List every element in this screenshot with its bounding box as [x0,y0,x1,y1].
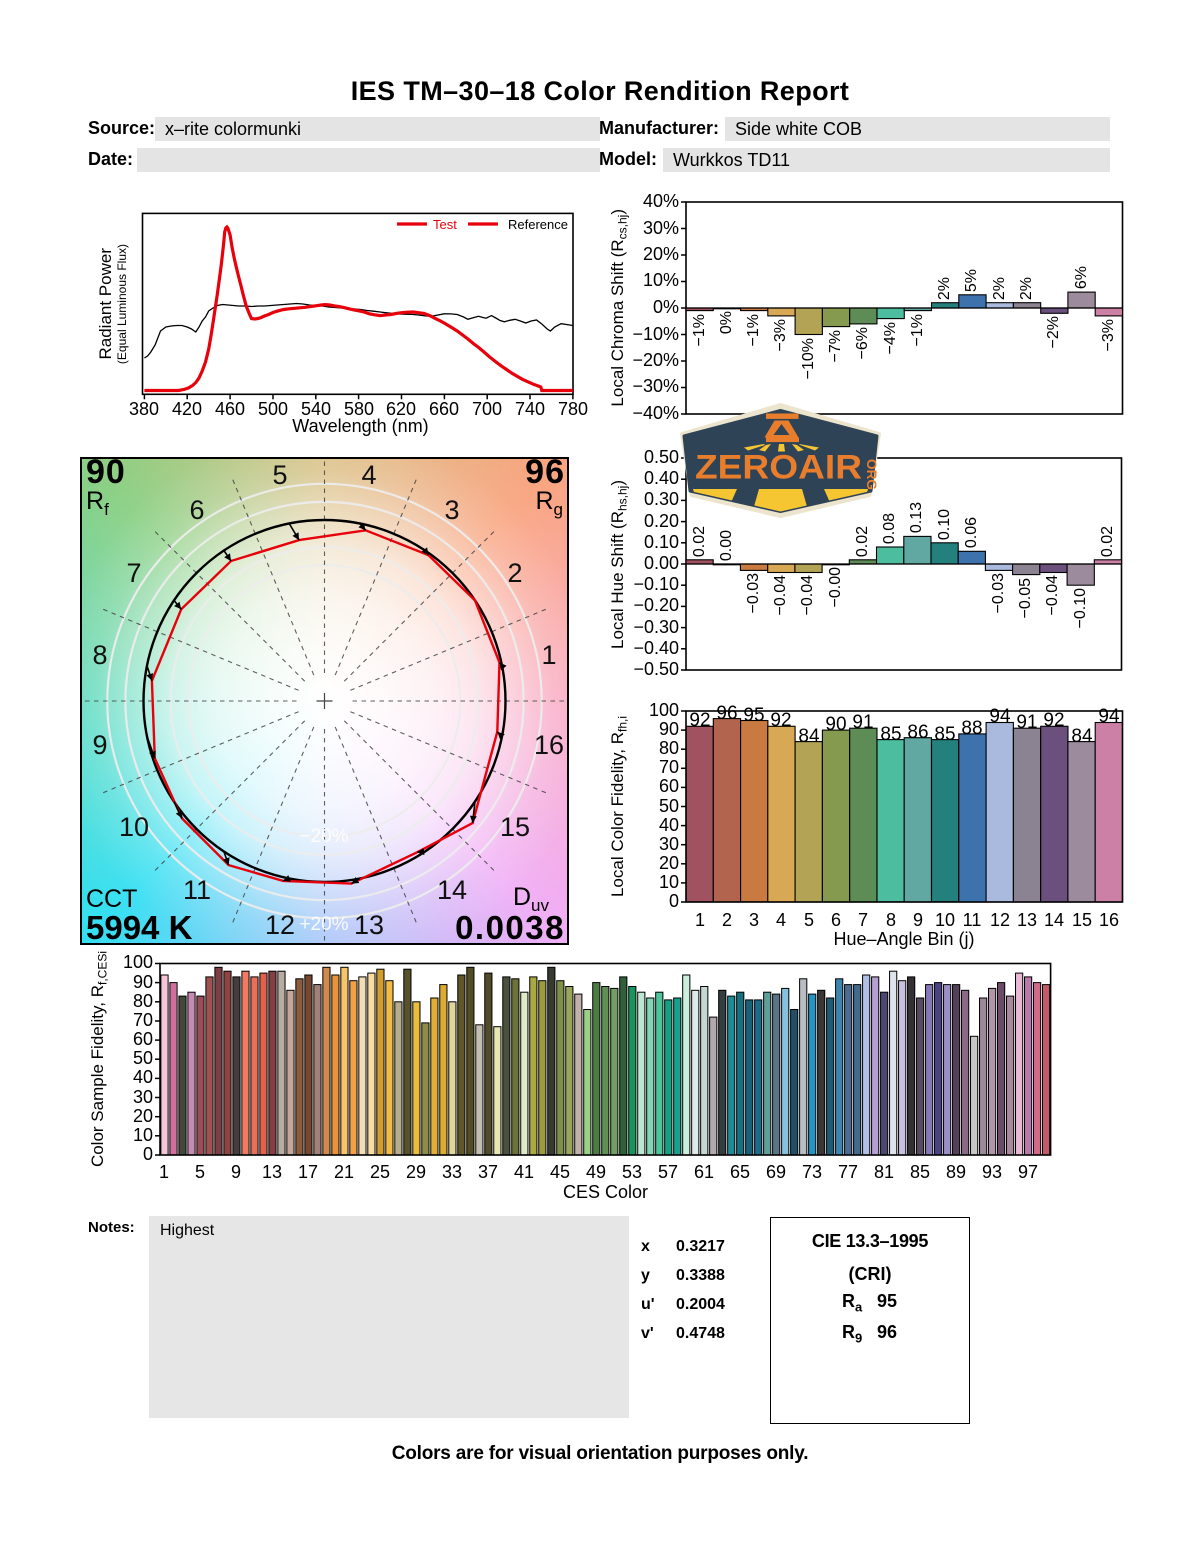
svg-text:ORG: ORG [864,459,880,490]
svg-text:ZEROAIR: ZEROAIR [695,449,862,487]
